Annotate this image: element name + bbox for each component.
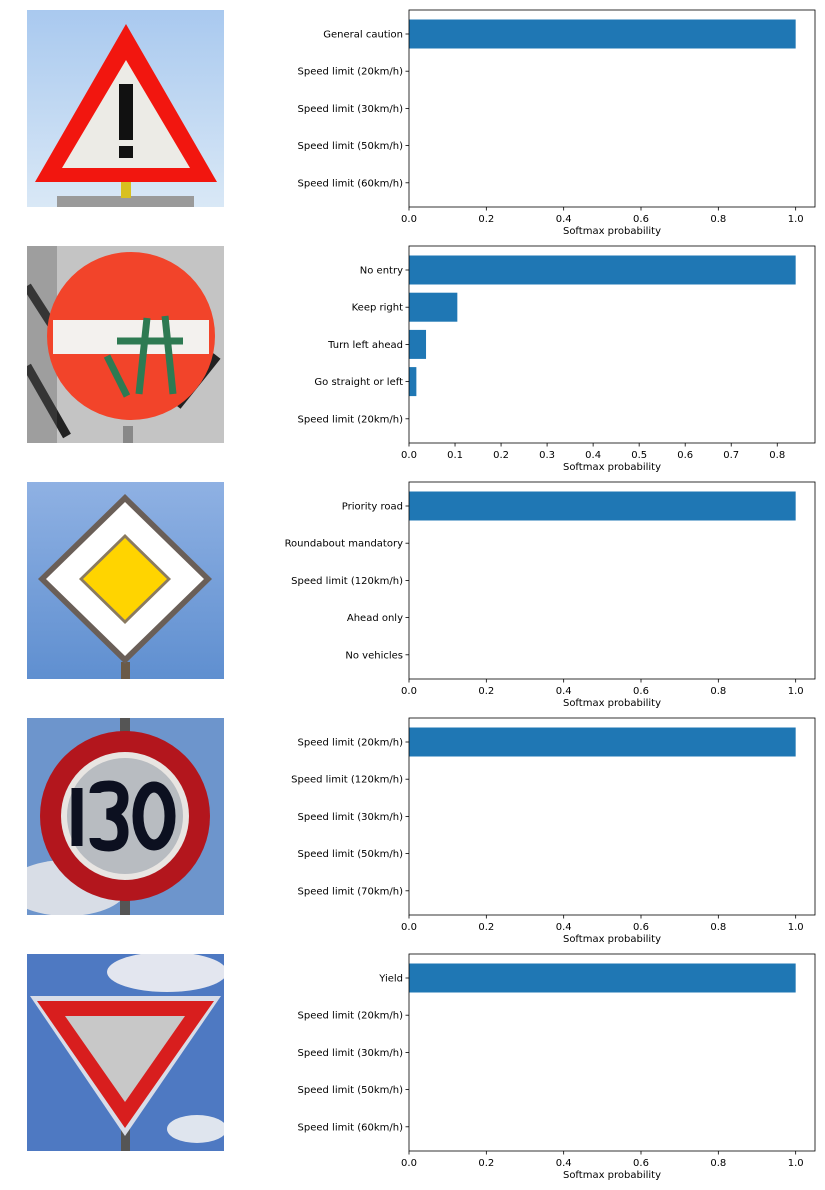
- prediction-row: General caution Speed limit (20km/h) Speed…: [0, 9, 825, 246]
- y-tick-label: Speed limit (20km/h): [298, 738, 404, 749]
- bar: [409, 329, 427, 359]
- bar: [409, 255, 796, 285]
- x-tick-label: 0.8: [769, 450, 785, 461]
- x-tick-label: 0.4: [556, 214, 572, 225]
- x-tick-label: 0.2: [493, 450, 509, 461]
- x-tick-label: 0.6: [677, 450, 693, 461]
- x-tick-label: 1.0: [788, 1158, 804, 1169]
- x-axis-label: Softmax probability: [563, 226, 661, 237]
- x-tick-label: 0.4: [556, 686, 572, 697]
- y-tick-label: Speed limit (50km/h): [298, 1085, 404, 1096]
- y-tick-label: Speed limit (70km/h): [298, 886, 404, 897]
- y-tick-label: No vehicles: [345, 650, 403, 661]
- x-axis-label: Softmax probability: [563, 934, 661, 945]
- x-tick-label: 0.2: [478, 922, 494, 933]
- x-tick-label: 0.8: [710, 686, 726, 697]
- x-tick-label: 1.0: [788, 686, 804, 697]
- priority-road-sign-image: [27, 482, 224, 679]
- bar: [409, 19, 796, 49]
- y-tick-label: Speed limit (20km/h): [298, 67, 404, 78]
- plot-frame: [408, 481, 816, 680]
- prediction-row: Priority road Roundabout mandatory Speed l…: [0, 481, 825, 718]
- bar: [409, 367, 417, 397]
- y-tick-label: No entry: [360, 266, 403, 277]
- x-tick-label: 0.8: [710, 922, 726, 933]
- y-tick-label: Speed limit (30km/h): [298, 812, 404, 823]
- x-tick-label: 0.0: [401, 450, 417, 461]
- x-tick-label: 0.4: [556, 1158, 572, 1169]
- x-tick-label: 0.2: [478, 686, 494, 697]
- x-tick-label: 0.0: [401, 686, 417, 697]
- chart-panel: Speed limit (20km/h) Speed limit (120km/h…: [291, 717, 816, 945]
- y-tick-label: Go straight or left: [314, 377, 403, 388]
- x-tick-label: 0.3: [539, 450, 555, 461]
- chart-panel: Yield Speed limit (20km/h) Speed limit (30…: [298, 953, 816, 1181]
- y-tick-label: Roundabout mandatory: [285, 539, 404, 550]
- x-tick-label: 0.2: [478, 1158, 494, 1169]
- x-tick-label: 0.6: [633, 686, 649, 697]
- bar: [409, 727, 796, 757]
- x-tick-label: 0.1: [447, 450, 463, 461]
- y-tick-label: Speed limit (50km/h): [298, 849, 404, 860]
- bar: [409, 963, 796, 993]
- x-tick-label: 0.4: [556, 922, 572, 933]
- plot-frame: [408, 245, 816, 444]
- x-tick-label: 0.6: [633, 922, 649, 933]
- x-tick-label: 1.0: [788, 214, 804, 225]
- x-tick-label: 0.6: [633, 214, 649, 225]
- prediction-row: No entry Keep right Turn left ahead Go stra…: [0, 245, 825, 482]
- y-tick-label: Priority road: [342, 502, 403, 513]
- y-tick-label: Speed limit (20km/h): [298, 414, 404, 425]
- y-tick-label: Yield: [378, 974, 403, 985]
- y-tick-label: Keep right: [352, 303, 403, 314]
- x-tick-label: 0.7: [723, 450, 739, 461]
- y-tick-label: Speed limit (120km/h): [291, 775, 403, 786]
- chart-panel: Priority road Roundabout mandatory Speed l…: [285, 481, 816, 709]
- plot-frame: [408, 9, 816, 208]
- x-tick-label: 0.0: [401, 922, 417, 933]
- x-tick-label: 0.5: [631, 450, 647, 461]
- y-tick-label: Speed limit (60km/h): [298, 178, 404, 189]
- x-axis-label: Softmax probability: [563, 698, 661, 709]
- y-tick-label: General caution: [323, 30, 403, 41]
- x-axis-label: Softmax probability: [563, 462, 661, 473]
- x-axis-label: Softmax probability: [563, 1170, 661, 1181]
- y-tick-label: Speed limit (50km/h): [298, 141, 404, 152]
- x-tick-label: 1.0: [788, 922, 804, 933]
- x-tick-label: 0.0: [401, 214, 417, 225]
- x-tick-label: 0.8: [710, 1158, 726, 1169]
- plot-frame: [408, 717, 816, 916]
- bar: [409, 491, 796, 521]
- y-tick-label: Ahead only: [347, 613, 403, 624]
- prediction-row: Speed limit (20km/h) Speed limit (120km/h…: [0, 717, 825, 954]
- y-tick-label: Speed limit (120km/h): [291, 576, 403, 587]
- x-tick-label: 0.0: [401, 1158, 417, 1169]
- speed-limit-130-sign-image: [27, 718, 224, 915]
- chart-panel: General caution Speed limit (20km/h) Speed…: [298, 9, 816, 237]
- x-tick-label: 0.4: [585, 450, 601, 461]
- y-tick-label: Speed limit (60km/h): [298, 1122, 404, 1133]
- plot-frame: [408, 953, 816, 1152]
- bar: [409, 292, 458, 322]
- chart-panel: No entry Keep right Turn left ahead Go stra…: [298, 245, 816, 473]
- no-entry-sign-image: [27, 246, 224, 443]
- y-tick-label: Speed limit (30km/h): [298, 1048, 404, 1059]
- yield-sign-image: [27, 954, 224, 1151]
- x-tick-label: 0.6: [633, 1158, 649, 1169]
- general-caution-sign-image: [27, 10, 224, 207]
- x-tick-label: 0.8: [710, 214, 726, 225]
- prediction-row: Yield Speed limit (20km/h) Speed limit (30…: [0, 953, 825, 1190]
- y-tick-label: Speed limit (20km/h): [298, 1011, 404, 1022]
- y-tick-label: Turn left ahead: [327, 340, 403, 351]
- y-tick-label: Speed limit (30km/h): [298, 104, 404, 115]
- x-tick-label: 0.2: [478, 214, 494, 225]
